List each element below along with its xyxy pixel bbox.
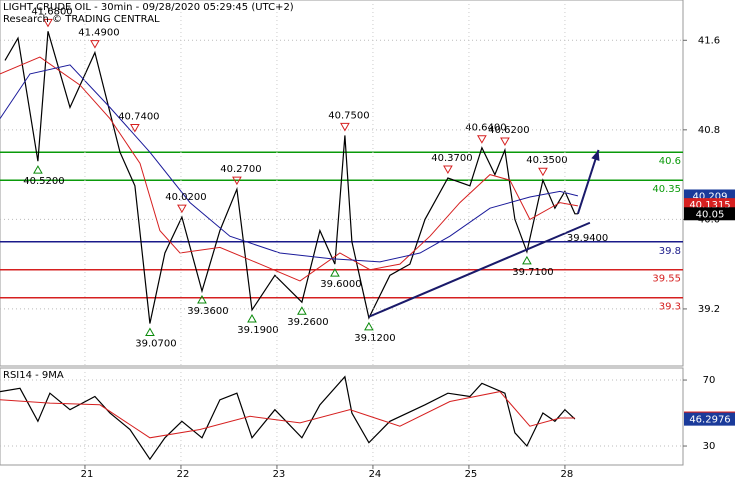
x-tick-label: 24 [369,469,382,480]
rsi-panel [0,367,684,466]
annotation-label: 41.6800 [31,6,72,17]
arrow-head [591,149,600,161]
high-marker [443,165,453,174]
series-line [0,391,575,439]
y-tick-label: 39.2 [698,304,720,315]
high-marker [43,18,53,28]
annotation-label: 40.7500 [328,110,369,121]
series-line [0,56,578,282]
annotation-label: 40.3500 [526,155,567,166]
x-tick-label: 23 [273,469,286,480]
trend-line [368,221,591,318]
level-label: 39.8 [659,246,681,257]
level-label: 39.55 [652,274,681,285]
high-marker [232,176,242,186]
annotation-label: 39.0700 [135,338,176,349]
low-marker [197,295,207,304]
price-tag-label: 40.05 [696,209,725,220]
x-tick-label: 28 [561,469,574,480]
y-tick-label: 30 [703,441,716,452]
annotation-label: 39.1900 [237,325,278,336]
x-tick-label: 22 [177,469,190,480]
series-line [0,375,576,461]
high-marker [90,40,100,49]
x-tick-label: 21 [81,469,94,480]
high-marker [477,135,487,144]
y-tick-label: 40.8 [698,125,720,136]
y-tick-label: 41.6 [698,35,720,46]
annotation-label: 39.3600 [187,306,228,317]
low-marker [247,314,257,323]
high-marker [130,124,140,133]
chart-subtitle: Research © TRADING CENTRAL [3,14,160,25]
low-marker [145,327,155,336]
price-tag [684,207,735,221]
low-marker [522,255,532,265]
x-tick-label: 25 [465,469,478,480]
annotation-label: 39.6000 [320,279,361,290]
series-line [0,64,579,263]
low-marker [330,268,340,277]
annotation-label: 40.0200 [165,192,206,203]
level-label: 40.6 [659,156,681,167]
low-marker [364,321,374,331]
price-tag [684,412,735,426]
chart-title: LIGHT CRUDE OIL - 30min - 09/28/2020 05:… [3,2,294,13]
price-tag-label: 46.2976 [689,415,730,426]
level-label: 40.35 [652,184,681,195]
annotation-label: 39.9400 [567,233,608,244]
trend-line [576,149,600,215]
high-marker [177,204,187,214]
low-marker [33,165,43,174]
annotation-label: 39.7100 [512,267,553,278]
high-marker [500,137,510,146]
annotation-label: 40.6200 [488,125,529,136]
rsi-title: RSI14 - 9MA [3,370,64,381]
series-line [4,31,578,324]
price-tag-label: 40.1315 [689,200,730,211]
y-tick-label: 70 [703,375,716,386]
annotation-label: 40.5200 [23,176,64,187]
annotation-label: 39.1200 [354,333,395,344]
annotation-label: 40.2700 [220,164,261,175]
annotation-label: 39.2600 [287,317,328,328]
level-label: 39.3 [659,302,681,313]
annotation-label: 40.7400 [118,112,159,123]
annotation-label: 41.4900 [78,28,119,39]
high-marker [340,122,350,132]
annotation-label: 40.3700 [431,153,472,164]
low-marker [297,306,307,315]
price-tag-label: 40.209 [693,191,728,202]
high-marker [538,167,548,177]
annotation-label: 40.6400 [465,123,506,134]
